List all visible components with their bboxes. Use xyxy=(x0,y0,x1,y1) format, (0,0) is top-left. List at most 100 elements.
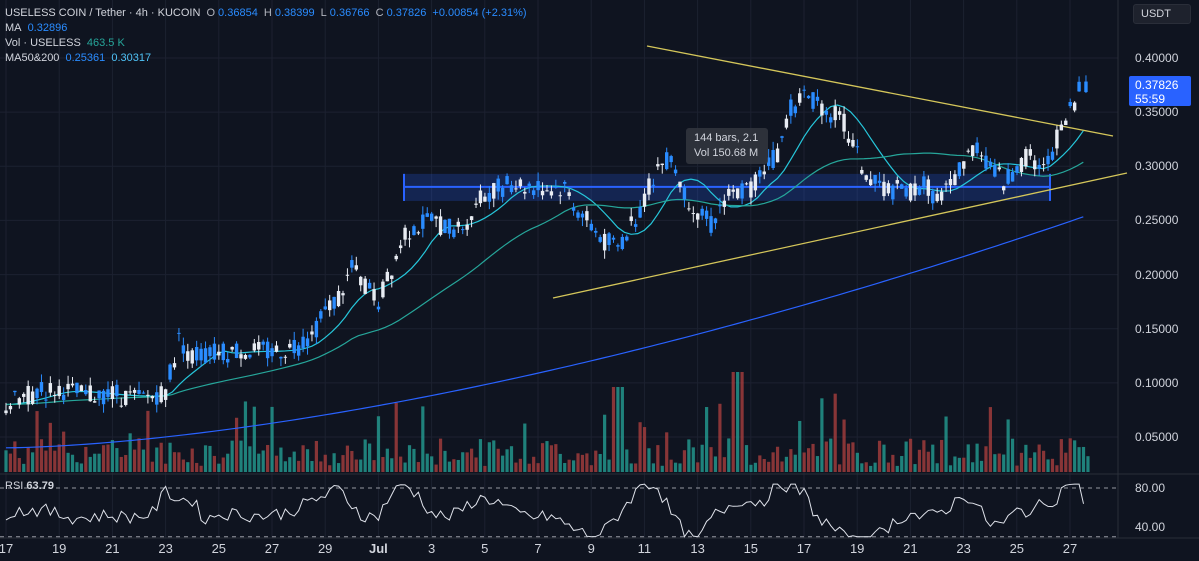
volume-bar xyxy=(128,433,132,472)
time-axis-label: 7 xyxy=(534,541,542,556)
candle-body xyxy=(1006,169,1010,184)
candle-body xyxy=(22,393,26,397)
volume-bar xyxy=(203,445,208,472)
candle-body xyxy=(61,394,66,400)
volume-bar xyxy=(443,450,447,472)
candle-body xyxy=(385,271,390,282)
candle-body xyxy=(372,289,376,301)
header-ohlc: USELESS COIN / Tether · 4h · KUCOIN O 0.3… xyxy=(5,6,530,20)
candle-body xyxy=(766,157,771,166)
candle-body xyxy=(17,398,22,405)
candle-body xyxy=(731,189,735,192)
vol-legend[interactable]: Vol · USELESS 463.5 K xyxy=(5,36,128,50)
candle-body xyxy=(554,186,558,188)
volume-bar xyxy=(833,393,837,472)
time-axis-label: 27 xyxy=(264,541,280,556)
volume-bar xyxy=(1055,465,1059,472)
volume-bar xyxy=(84,446,88,472)
candle-body xyxy=(784,118,789,128)
candle-body xyxy=(292,339,296,354)
candle-body xyxy=(66,383,70,390)
volume-bar xyxy=(696,462,700,472)
candle-body xyxy=(944,183,948,185)
candle-body xyxy=(261,341,265,345)
candle-body xyxy=(988,161,993,167)
candle-body xyxy=(749,181,753,198)
volume-bar xyxy=(576,453,580,472)
candle-body xyxy=(84,390,88,395)
volume-bar xyxy=(252,406,256,472)
price-axis-label: 0.20000 xyxy=(1135,267,1179,282)
ma50-legend[interactable]: MA50&200 0.25361 0.30317 xyxy=(5,51,154,65)
volume-bar xyxy=(687,439,691,472)
volume-bar xyxy=(199,465,203,472)
candle-body xyxy=(1033,160,1037,170)
last-price: 0.37826 xyxy=(1135,78,1179,92)
candle-body xyxy=(594,230,598,233)
tooltip-bars: 144 bars, 2.1 xyxy=(694,132,759,144)
volume-bar xyxy=(248,446,252,472)
volume-bar xyxy=(829,438,833,472)
volume-bar xyxy=(824,441,828,472)
volume-bar xyxy=(492,440,496,472)
ma-legend[interactable]: MA 0.32896 xyxy=(5,21,70,35)
candle-body xyxy=(234,343,239,359)
volume-bar xyxy=(860,463,864,472)
volume-bar xyxy=(753,462,757,472)
volume-bar xyxy=(305,449,310,472)
candle-body xyxy=(629,216,633,222)
candle-body xyxy=(518,179,523,187)
candle-body xyxy=(208,347,212,357)
volume-bar xyxy=(66,452,70,472)
volume-bar xyxy=(979,460,984,472)
rsi-legend[interactable]: RSI 63.79 xyxy=(5,480,54,492)
volume-bar xyxy=(487,442,491,472)
volume-bar xyxy=(705,407,709,472)
candle-body xyxy=(305,338,310,347)
candle-body xyxy=(558,195,562,197)
pair-label[interactable]: USELESS COIN / Tether · 4h · KUCOIN xyxy=(5,7,201,19)
candle-body xyxy=(1001,186,1006,191)
price-axis-label: 0.10000 xyxy=(1135,375,1179,390)
volume-bar xyxy=(842,419,846,472)
candle-body xyxy=(851,139,855,147)
volume-bar xyxy=(137,438,141,472)
volume-bar xyxy=(172,452,177,472)
candle-body xyxy=(354,265,359,270)
volume-bar xyxy=(545,441,549,472)
volume-bar xyxy=(301,445,305,472)
candle-body xyxy=(492,183,496,199)
candle-body xyxy=(820,103,824,116)
volume-bar xyxy=(48,422,52,472)
volume-bar xyxy=(758,455,762,472)
candle-body xyxy=(132,389,137,393)
candle-body xyxy=(545,190,549,192)
volume-bar xyxy=(869,465,873,472)
volume-bar xyxy=(585,453,589,472)
candle-body xyxy=(487,193,492,202)
candle-body xyxy=(1019,157,1024,172)
volume-bar xyxy=(336,463,341,472)
candle-body xyxy=(434,216,438,219)
volume-bar xyxy=(39,439,44,472)
candle-body xyxy=(345,274,350,276)
candle-body xyxy=(633,224,638,227)
volume-bar xyxy=(651,463,655,472)
volume-bar xyxy=(421,406,425,472)
candle-body xyxy=(1064,120,1068,126)
price-axis-label: 0.40000 xyxy=(1135,51,1179,65)
currency-button[interactable]: USDT xyxy=(1133,4,1191,24)
candle-body xyxy=(576,212,580,218)
candle-body xyxy=(257,341,261,350)
candle-body xyxy=(780,136,784,138)
volume-bar xyxy=(554,444,558,472)
volume-bar xyxy=(234,417,239,472)
volume-bar xyxy=(926,451,930,472)
volume-bar xyxy=(527,463,531,472)
volume-bar xyxy=(438,438,443,472)
volume-bar xyxy=(709,447,713,472)
volume-bar xyxy=(971,462,975,472)
candle-body xyxy=(975,142,979,154)
candle-body xyxy=(1037,164,1041,169)
